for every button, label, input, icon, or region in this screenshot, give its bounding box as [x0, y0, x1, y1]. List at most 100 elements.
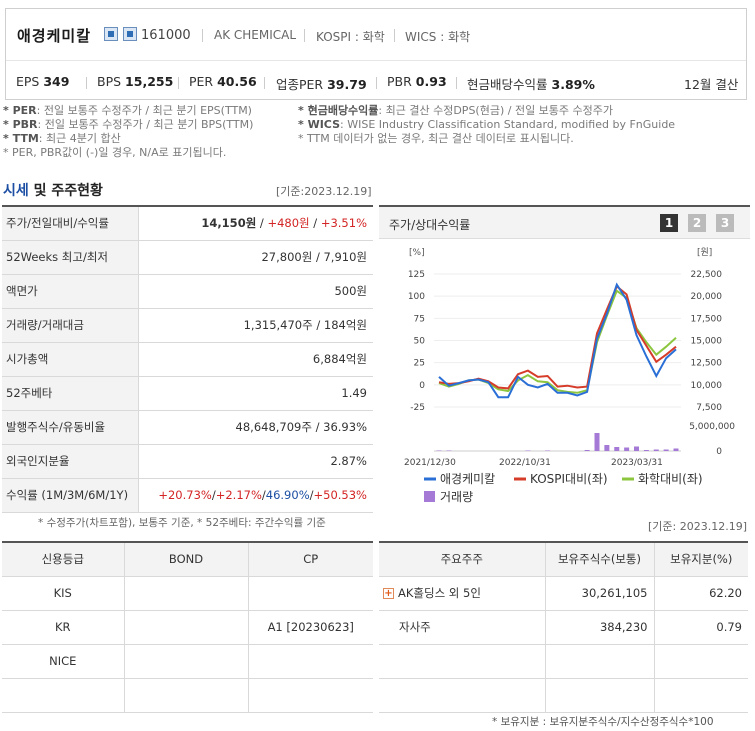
- col-header: BOND: [124, 542, 249, 577]
- col-header: CP: [248, 542, 373, 577]
- left-tick-label: 25: [414, 359, 425, 369]
- metric-pbr: PBR 0.93: [387, 74, 447, 89]
- bond-rating: [124, 610, 249, 645]
- section-title: 시세 및 주주현황: [3, 183, 103, 199]
- left-axis-unit: [%]: [409, 248, 425, 258]
- notes-right: * 현금배당수익률: 최근 결산 수정DPS(현금) / 전일 보통주 수정주가…: [298, 104, 675, 146]
- table-header-row: 신용등급 BOND CP: [2, 542, 373, 577]
- volume-bar: [436, 450, 442, 451]
- table-row: 액면가 500원: [2, 274, 373, 309]
- expand-icon[interactable]: +: [383, 588, 394, 599]
- note-ttm: * TTM: 최근 4분기 합산: [3, 132, 121, 145]
- metric-per: PER 40.56: [189, 74, 257, 89]
- table-row: KR A1 [20230623]: [2, 610, 373, 645]
- chart-page-1[interactable]: 1: [660, 214, 678, 232]
- shareholders-table: 주요주주 보유주식수(보통) 보유지분(%) + AK홀딩스 외 5인 30,26…: [379, 541, 748, 713]
- chart-page-3[interactable]: 3: [716, 214, 734, 232]
- holder-shares: 30,261,105: [545, 576, 655, 611]
- credit-rating-table: 신용등급 BOND CP KIS KR A1 [20230623] NICE: [2, 541, 373, 713]
- row-label: 52Weeks 최고/최저: [2, 240, 139, 275]
- price-basis-date: [기준:2023.12.19]: [276, 185, 372, 198]
- cp-rating: [248, 644, 373, 679]
- row-label: 발행주식수/유동비율: [2, 410, 139, 445]
- legend-label: 거래량: [440, 490, 473, 504]
- holder-name: + AK홀딩스 외 5인: [379, 576, 546, 611]
- table-row: 수익률 (1M/3M/6M/1Y) +20.73%/+2.17%/46.90%/…: [2, 478, 373, 513]
- credit-basis-date: [기준: 2023.12.19]: [648, 520, 748, 533]
- holder-name: [379, 678, 546, 713]
- holder-pct: 0.79: [654, 610, 748, 645]
- holder-pct: 62.20: [654, 576, 748, 611]
- right-axis-unit: [원]: [697, 247, 712, 258]
- volume-bar: [673, 448, 679, 451]
- table-row: NICE: [2, 644, 373, 679]
- volume-bar: [653, 449, 659, 451]
- row-value: 1,315,470주 / 184억원: [138, 308, 373, 343]
- left-tick-label: 100: [408, 292, 425, 302]
- agency: KIS: [2, 576, 125, 611]
- x-tick-label: 2021/12/30: [404, 458, 456, 468]
- note-per: * PER: 전일 보통주 수정주가 / 최근 분기 EPS(TTM): [3, 104, 252, 117]
- series-line: [438, 282, 677, 399]
- table-row: 외국인지분율 2.87%: [2, 444, 373, 479]
- volume-tick-label: 0: [716, 447, 722, 457]
- metric-dividend-yield: 현금배당수익률 3.89%: [467, 77, 595, 92]
- table-row: 시가총액 6,884억원: [2, 342, 373, 377]
- price-chart-panel: 주가/상대수익률 1 2 3 [%] [원] 125 100 75 50 25 0 -25 22,…: [379, 205, 750, 508]
- col-header: 보유지분(%): [654, 542, 748, 577]
- legend-label: KOSPI대비(좌): [530, 472, 608, 486]
- note-ttm-missing: * TTM 데이터가 없는 경우, 최근 결산 데이터로 표시됩니다.: [298, 132, 574, 145]
- returns-value: +20.73%/+2.17%/46.90%/+50.53%: [138, 478, 373, 513]
- volume-bar: [584, 450, 590, 451]
- home-icon[interactable]: [104, 27, 118, 41]
- col-header: 보유주식수(보통): [545, 542, 655, 577]
- table-row: 거래량/거래대금 1,315,470주 / 184억원: [2, 308, 373, 343]
- col-header: 주요주주: [379, 542, 546, 577]
- relative-return-chart: [%] [원] 125 100 75 50 25 0 -25 22,500 20,000 17,500…: [404, 247, 735, 504]
- holder-shares: [545, 644, 655, 679]
- metric-industry-per: 업종PER 39.79: [276, 77, 367, 92]
- cp-rating: A1 [20230623]: [248, 610, 373, 645]
- chart-header: 주가/상대수익률 1 2 3: [379, 207, 750, 239]
- row-value: 6,884억원: [138, 342, 373, 377]
- table-row: [2, 678, 373, 713]
- row-label: 거래량/거래대금: [2, 308, 139, 343]
- volume-bar: [614, 447, 620, 451]
- volume-bar: [545, 450, 551, 451]
- info-icon[interactable]: [123, 27, 137, 41]
- right-tick-label: 22,500: [691, 270, 723, 280]
- volume-bar: [594, 433, 600, 451]
- row-label: 52주베타: [2, 376, 139, 411]
- table-row: KIS: [2, 576, 373, 611]
- row-value: 1.49: [138, 376, 373, 411]
- note-pbr: * PBR: 전일 보통주 수정주가 / 최근 분기 BPS(TTM): [3, 118, 254, 131]
- company-header: 애경케미칼 161000 AK CHEMICAL KOSPI : 화학 WICS…: [5, 8, 747, 100]
- row-value: 27,800원 / 7,910원: [138, 240, 373, 275]
- table-row: 발행주식수/유동비율 48,648,709주 / 36.93%: [2, 410, 373, 445]
- volume-bar: [663, 449, 669, 451]
- row-label: 액면가: [2, 274, 139, 309]
- left-tick-label: 75: [414, 314, 425, 324]
- note-dividend: * 현금배당수익률: 최근 결산 수정DPS(현금) / 전일 보통주 수정주가: [298, 104, 614, 117]
- price-value: 14,150원 / +480원 / +3.51%: [138, 206, 373, 241]
- stock-code: 161000: [141, 28, 191, 43]
- cp-rating: [248, 678, 373, 713]
- right-tick-label: 17,500: [691, 314, 723, 324]
- x-tick-label: 2023/03/31: [611, 458, 663, 468]
- metric-bps: BPS 15,255: [97, 74, 174, 89]
- agency: [2, 678, 125, 713]
- col-header: 신용등급: [2, 542, 125, 577]
- right-tick-label: 15,000: [691, 337, 723, 347]
- table-row: 52주베타 1.49: [2, 376, 373, 411]
- company-eng-name: AK CHEMICAL: [214, 28, 297, 42]
- row-label: 수익률 (1M/3M/6M/1Y): [2, 478, 139, 513]
- metric-eps: EPS 349: [16, 74, 70, 89]
- holder-pct: [654, 644, 748, 679]
- right-tick-label: 20,000: [691, 292, 723, 302]
- row-value: 48,648,709주 / 36.93%: [138, 410, 373, 445]
- left-tick-label: 0: [419, 381, 425, 391]
- chart-page-2[interactable]: 2: [688, 214, 706, 232]
- legend-label: 화학대비(좌): [638, 472, 703, 486]
- series-line: [438, 284, 677, 390]
- table-row: [379, 644, 748, 679]
